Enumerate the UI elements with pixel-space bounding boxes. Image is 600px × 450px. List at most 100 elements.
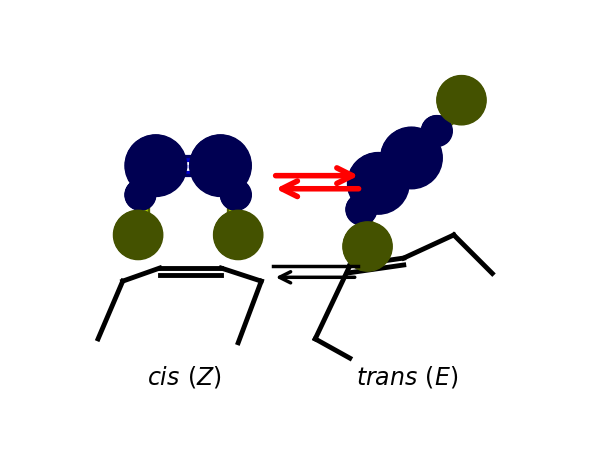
Ellipse shape [350, 229, 379, 257]
Ellipse shape [139, 148, 161, 171]
Ellipse shape [227, 187, 238, 197]
Ellipse shape [128, 225, 136, 233]
Ellipse shape [131, 185, 145, 200]
Ellipse shape [120, 217, 151, 247]
Ellipse shape [200, 145, 232, 177]
Ellipse shape [424, 118, 447, 141]
Ellipse shape [113, 210, 163, 260]
Ellipse shape [134, 189, 138, 193]
Ellipse shape [441, 80, 478, 117]
Ellipse shape [391, 138, 422, 169]
Ellipse shape [121, 217, 149, 246]
Ellipse shape [134, 189, 139, 193]
Ellipse shape [352, 157, 401, 206]
Ellipse shape [348, 196, 373, 221]
Ellipse shape [398, 145, 409, 155]
Ellipse shape [206, 152, 220, 165]
Ellipse shape [133, 187, 141, 195]
Ellipse shape [426, 120, 444, 138]
Ellipse shape [223, 182, 247, 206]
Ellipse shape [136, 145, 167, 176]
Ellipse shape [361, 166, 385, 189]
Ellipse shape [229, 188, 236, 195]
Ellipse shape [442, 81, 476, 115]
Ellipse shape [350, 198, 370, 218]
Ellipse shape [344, 223, 390, 269]
Ellipse shape [226, 185, 241, 199]
Ellipse shape [220, 217, 250, 247]
Ellipse shape [430, 124, 437, 131]
Ellipse shape [223, 219, 246, 243]
Ellipse shape [352, 231, 374, 253]
Ellipse shape [226, 185, 241, 200]
Ellipse shape [350, 198, 370, 218]
Ellipse shape [127, 181, 153, 207]
Ellipse shape [224, 221, 242, 239]
Ellipse shape [437, 76, 486, 125]
Ellipse shape [128, 225, 135, 232]
Ellipse shape [215, 212, 260, 257]
Ellipse shape [221, 218, 248, 244]
Ellipse shape [359, 164, 388, 192]
Ellipse shape [385, 132, 433, 180]
Ellipse shape [133, 143, 172, 182]
Ellipse shape [425, 120, 445, 139]
Ellipse shape [361, 166, 383, 189]
Ellipse shape [422, 117, 450, 144]
Ellipse shape [431, 125, 434, 129]
Ellipse shape [118, 215, 154, 251]
Ellipse shape [367, 171, 373, 178]
Ellipse shape [133, 188, 140, 195]
Ellipse shape [115, 212, 159, 256]
Ellipse shape [137, 147, 164, 174]
Ellipse shape [358, 237, 363, 242]
Ellipse shape [424, 118, 448, 142]
Ellipse shape [130, 184, 147, 202]
Ellipse shape [353, 158, 399, 204]
Ellipse shape [428, 122, 440, 134]
Ellipse shape [382, 129, 440, 186]
Ellipse shape [121, 218, 148, 245]
Ellipse shape [205, 150, 223, 168]
Ellipse shape [218, 215, 255, 252]
Text: $\it{cis}$ $(Z)$: $\it{cis}$ $(Z)$ [147, 364, 221, 391]
Ellipse shape [116, 213, 158, 255]
Ellipse shape [422, 117, 451, 144]
Ellipse shape [443, 82, 474, 112]
Ellipse shape [126, 136, 185, 195]
Ellipse shape [127, 224, 137, 234]
Ellipse shape [344, 223, 389, 268]
Ellipse shape [219, 216, 253, 249]
Ellipse shape [352, 158, 400, 205]
Ellipse shape [354, 159, 397, 202]
Ellipse shape [346, 225, 386, 265]
Ellipse shape [127, 137, 182, 192]
Ellipse shape [350, 198, 368, 217]
Ellipse shape [439, 77, 482, 121]
Ellipse shape [223, 182, 246, 205]
Ellipse shape [143, 153, 152, 162]
Ellipse shape [230, 189, 233, 192]
Ellipse shape [226, 184, 242, 201]
Ellipse shape [124, 221, 142, 239]
Ellipse shape [191, 136, 248, 194]
Ellipse shape [439, 77, 483, 122]
Ellipse shape [431, 125, 434, 128]
Ellipse shape [224, 184, 244, 202]
Ellipse shape [450, 89, 461, 99]
Ellipse shape [346, 194, 377, 225]
Ellipse shape [427, 121, 442, 136]
Ellipse shape [218, 215, 253, 250]
Ellipse shape [127, 181, 152, 207]
Ellipse shape [449, 88, 463, 102]
Ellipse shape [126, 181, 154, 208]
Ellipse shape [426, 120, 443, 138]
Ellipse shape [131, 185, 145, 199]
Ellipse shape [196, 142, 239, 184]
Ellipse shape [364, 169, 377, 182]
Ellipse shape [216, 213, 258, 255]
Ellipse shape [139, 148, 160, 170]
Ellipse shape [224, 221, 242, 239]
Ellipse shape [422, 116, 451, 145]
Ellipse shape [343, 222, 391, 270]
